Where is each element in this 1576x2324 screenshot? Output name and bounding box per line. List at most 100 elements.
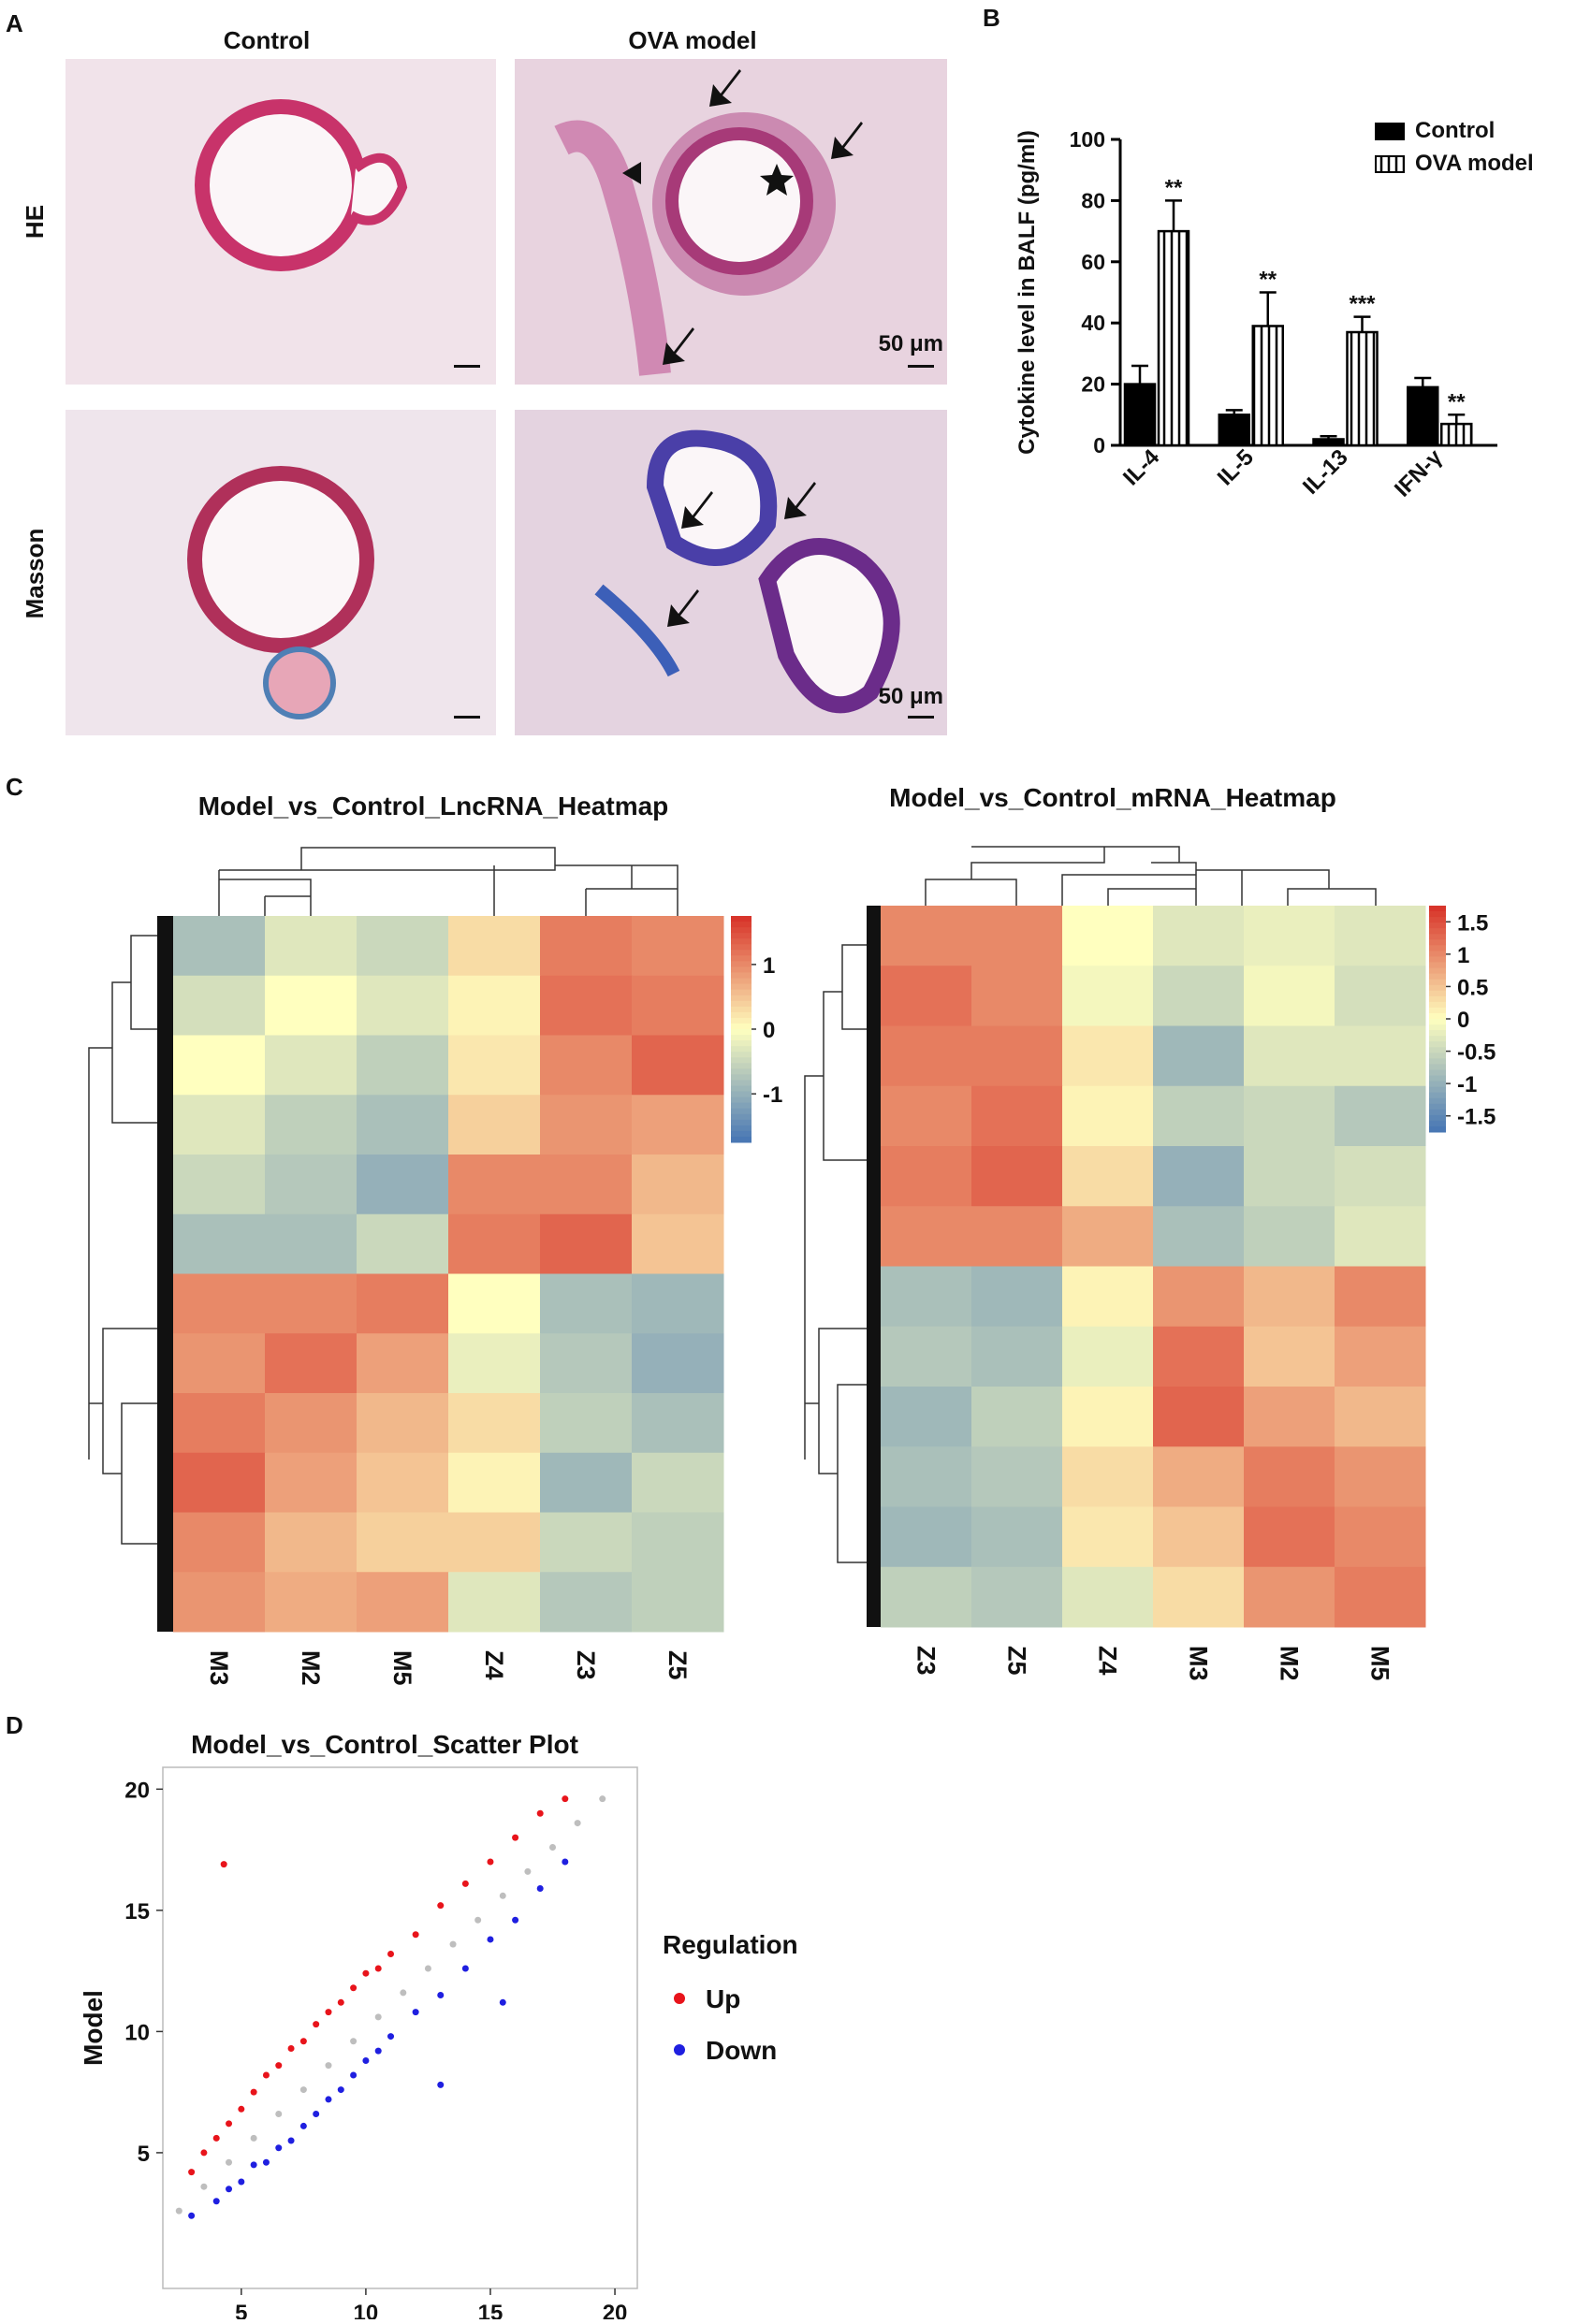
point [250,2088,257,2096]
row-title: HE [21,205,49,239]
colorbar-step [731,1029,752,1036]
significance-label: ** [1448,389,1466,414]
significance-label: *** [1349,292,1376,317]
heatmap-cell [540,1155,633,1215]
legend-label: Down [706,2036,777,2065]
point [562,1795,569,1803]
heatmap-cell [173,1035,266,1096]
point [362,1969,370,1977]
colorbar-step [731,916,752,922]
colorbar-step [1429,1019,1446,1025]
colorbar-step [731,1074,752,1081]
heatmap-cell [1062,1085,1154,1147]
heatmap-cell [1335,1206,1426,1267]
point [250,2161,257,2169]
point [374,2047,382,2055]
heatmap-cell [1335,1085,1426,1147]
heatmap-cell [1335,966,1426,1026]
heatmap-cell [357,916,449,977]
heatmap-cell [448,1393,541,1454]
heatmap-cell [540,1333,633,1394]
colorbar-step [1429,995,1446,1003]
colorbar-step [731,1000,752,1008]
heatmap-cell [632,1512,724,1573]
point [424,1965,431,1972]
point [350,2071,358,2079]
colorbar-step [1429,1120,1446,1127]
column-label: M5 [1366,1646,1394,1681]
bar [1440,422,1473,447]
column-label: M5 [388,1650,416,1686]
bar [1251,325,1284,447]
colorbar-step [1429,911,1446,918]
legend-marker [674,2044,685,2055]
heatmap-cell [971,966,1063,1026]
colorbar-step [731,933,752,939]
colorbar-step [1429,1075,1446,1082]
heatmap-cell [971,1326,1063,1387]
heatmap-cell [881,966,972,1026]
colorbar-step [731,1113,752,1121]
colorbar-step [731,1046,752,1053]
colorbar-step [731,955,752,962]
point [299,2122,307,2129]
heatmap-cell [1335,906,1426,966]
heatmap-cell [357,975,449,1036]
heatmap-cell [1062,1146,1154,1207]
colorbar-step [731,966,752,973]
colorbar-step [1429,1024,1446,1031]
point [536,1809,544,1817]
point [350,2038,358,2045]
x-tick-label: IL-13 [1298,444,1353,500]
colorbar-tick-label: 0 [1457,1008,1469,1033]
heatmap-cell [1244,1206,1335,1267]
colorbar-step [1429,906,1446,912]
point [313,2110,320,2117]
column-title: Control [224,26,310,54]
heatmap-cell [448,1512,541,1573]
heatmap-cell [265,975,358,1036]
heatmap-cell [265,1213,358,1274]
point [200,2149,208,2157]
heatmap-cell [448,1035,541,1096]
heatmap-cell [881,1566,972,1628]
significance-label: ** [1259,268,1277,293]
y-tick-label: 80 [1081,188,1105,212]
heatmap-cell [632,1393,724,1454]
colorbar-step [731,1011,752,1019]
colorbar-step [1429,990,1446,997]
colorbar-step [731,983,752,991]
heatmap-cell [357,1452,449,1513]
heatmap-cell [632,1155,724,1215]
column-label: Z5 [1003,1646,1031,1676]
colorbar-step [731,950,752,956]
point [487,1936,494,1943]
heatmap-cell [1062,1206,1154,1267]
heatmap-cell [881,1506,972,1568]
heatmap-cell [632,1273,724,1334]
heatmap-cell [173,1273,266,1334]
colorbar-step [1429,984,1446,992]
point [325,2009,332,2016]
heatmap-cell [173,975,266,1036]
error-bar [1448,414,1466,425]
heatmap-cell [265,1155,358,1215]
legend-label: OVA model [1415,151,1534,176]
point [400,1989,407,1997]
colorbar-step [731,1068,752,1075]
plot-area [162,1766,638,2289]
heatmap-cell [357,1035,449,1096]
x-tick-label: IFN-γ [1390,444,1448,502]
colorbar-step [731,1080,752,1086]
heatmap-cell [971,1266,1063,1328]
colorbar-step [1429,934,1446,940]
colorbar-step [731,944,752,951]
colorbar-step [731,1063,752,1069]
point [226,2158,233,2166]
colorbar-step [731,938,752,945]
colorbar-step [731,1108,752,1115]
heatmap-cell [448,1095,541,1155]
point [175,2207,182,2215]
heatmap-cell [173,1572,266,1633]
